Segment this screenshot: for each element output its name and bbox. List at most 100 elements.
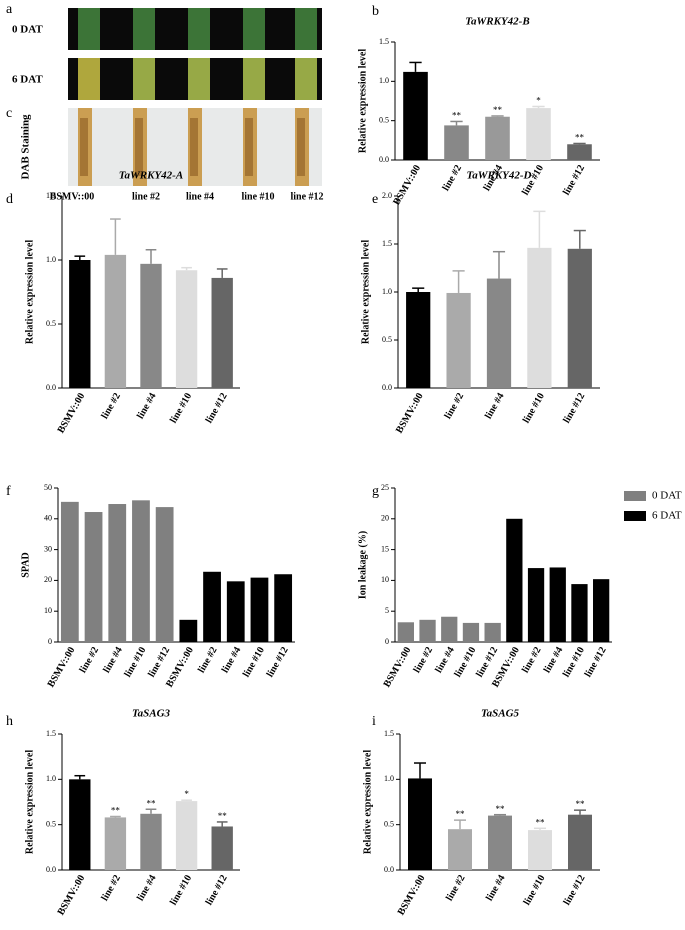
photo-category: line #12 <box>290 191 323 202</box>
bar <box>527 247 552 388</box>
bar <box>226 581 245 642</box>
stain <box>297 118 305 176</box>
panel-letter: i <box>372 714 376 729</box>
y-axis-label: Relative expression level <box>357 49 368 153</box>
bar <box>462 622 480 642</box>
bar <box>140 263 162 388</box>
panel-letter: b <box>372 4 379 19</box>
x-tick-label: line #2 <box>99 873 123 903</box>
x-tick-label: line #2 <box>99 391 123 421</box>
panel-letter: d <box>6 192 13 207</box>
chart-title: TaWRKY42-D <box>467 170 532 182</box>
bar <box>108 504 127 642</box>
bar <box>448 829 472 870</box>
photo-category: line #2 <box>132 191 160 202</box>
bar <box>549 567 566 642</box>
panel-letter: e <box>372 192 378 207</box>
chart-title: TaSAG5 <box>481 708 520 720</box>
panel-letter: g <box>372 484 379 499</box>
bar <box>104 817 127 870</box>
y-tick-label: 0.0 <box>382 383 392 392</box>
bar <box>526 108 551 160</box>
x-tick-label: BSMV::00 <box>56 391 88 435</box>
legend-swatch <box>624 511 646 521</box>
row-label: 0 DAT <box>12 24 43 36</box>
panel-letter: c <box>6 106 12 121</box>
y-axis-label: Relative expression level <box>24 240 35 344</box>
bar <box>104 254 127 388</box>
panel-letter: a <box>6 2 13 17</box>
y-tick-label: 20 <box>381 514 389 523</box>
y-axis-label: SPAD <box>20 552 31 577</box>
bar <box>179 619 198 642</box>
bar <box>132 500 150 642</box>
bar <box>567 144 592 160</box>
y-tick-label: 0.0 <box>379 155 389 164</box>
y-tick-label: 10 <box>44 606 52 615</box>
y-tick-label: 1.5 <box>382 239 392 248</box>
panel-letter: f <box>6 484 11 499</box>
x-tick-label: line #4 <box>484 873 508 903</box>
y-tick-label: 1.5 <box>384 729 394 738</box>
leaf-strip <box>133 8 155 50</box>
x-tick-label: line #12 <box>561 163 587 197</box>
y-tick-label: 0.0 <box>46 383 56 392</box>
y-tick-label: 25 <box>381 483 389 492</box>
leaf-strip <box>78 58 100 100</box>
row-label: 6 DAT <box>12 74 43 86</box>
bar <box>211 277 233 388</box>
x-tick-label: BSMV::00 <box>391 163 423 207</box>
bar <box>484 622 501 642</box>
x-tick-label: line #4 <box>220 645 244 675</box>
x-tick-label: line #12 <box>204 873 230 907</box>
leaf-strip <box>188 58 210 100</box>
y-tick-label: 40 <box>44 514 52 523</box>
stain <box>245 118 253 176</box>
bar <box>403 71 428 160</box>
bar <box>568 814 592 870</box>
bar <box>571 584 588 642</box>
bar <box>274 574 293 642</box>
bar <box>140 813 162 870</box>
significance: ** <box>493 105 503 115</box>
chart-title: TaWRKY42-A <box>119 170 183 182</box>
significance: ** <box>576 799 586 809</box>
y-tick-label: 1.0 <box>46 255 56 264</box>
significance: ** <box>111 806 121 816</box>
leaf-strip <box>295 8 317 50</box>
x-tick-label: line #2 <box>443 391 467 421</box>
x-tick-label: BSMV::00 <box>56 873 88 917</box>
leaf-strip <box>243 8 265 50</box>
y-tick-label: 10 <box>381 575 389 584</box>
leaf-strip <box>78 8 100 50</box>
x-tick-label: line #10 <box>168 873 194 907</box>
x-tick-label: line #4 <box>135 391 159 421</box>
panel-letter: h <box>6 714 13 729</box>
y-tick-label: 1.5 <box>46 729 56 738</box>
bar <box>211 826 233 870</box>
x-tick-label: line #10 <box>122 645 148 679</box>
y-tick-label: 0.5 <box>46 319 56 328</box>
bar <box>444 125 469 160</box>
significance: ** <box>496 804 506 814</box>
bar <box>527 568 545 642</box>
y-tick-label: 2.0 <box>382 191 392 200</box>
x-tick-label: line #10 <box>522 873 548 907</box>
x-tick-label: line #10 <box>241 645 267 679</box>
bar <box>567 248 592 388</box>
bar <box>408 778 432 870</box>
bar <box>488 815 512 870</box>
bar <box>419 619 436 642</box>
y-axis-label: Ion leakage (%) <box>357 531 368 599</box>
bar <box>506 518 523 642</box>
x-tick-label: BSMV::00 <box>382 645 414 689</box>
stain <box>190 118 198 176</box>
bar <box>175 801 198 870</box>
bar <box>69 260 91 388</box>
y-tick-label: 50 <box>44 483 52 492</box>
x-tick-label: line #2 <box>78 645 102 675</box>
y-tick-label: 0.0 <box>384 865 394 874</box>
x-tick-label: line #4 <box>483 391 507 421</box>
y-tick-label: 5 <box>385 606 389 615</box>
y-tick-label: 1.0 <box>384 774 394 783</box>
